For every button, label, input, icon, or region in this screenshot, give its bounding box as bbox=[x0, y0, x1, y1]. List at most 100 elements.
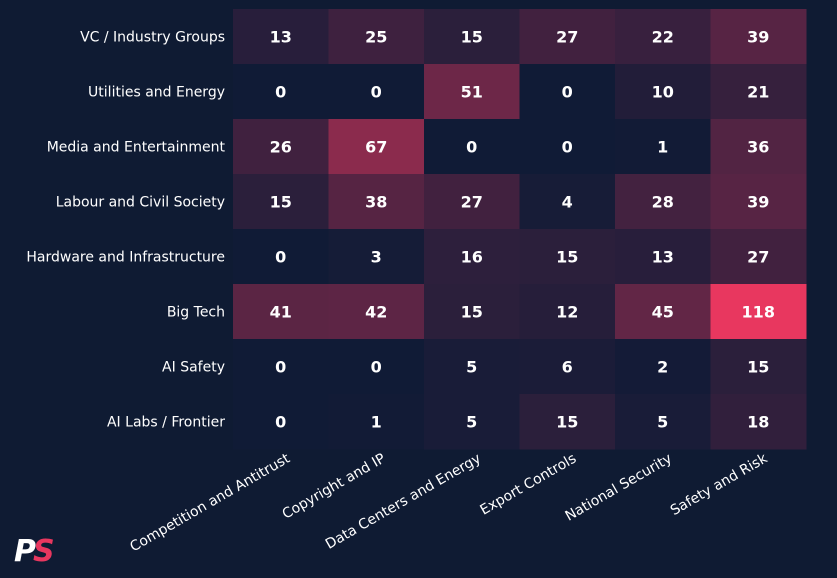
cell-value-label: 5 bbox=[466, 358, 477, 377]
cell-value-label: 2 bbox=[657, 358, 668, 377]
heatmap-cell bbox=[519, 119, 616, 175]
heatmap-cell bbox=[710, 339, 807, 395]
cell-value-label: 0 bbox=[371, 83, 382, 102]
cell-value-label: 16 bbox=[461, 248, 483, 267]
heatmap-cell bbox=[615, 174, 711, 230]
heatmap-cell bbox=[519, 339, 616, 395]
cell-value-label: 6 bbox=[562, 358, 573, 377]
cell-value-label: 15 bbox=[556, 413, 578, 432]
cell-value-label: 15 bbox=[461, 303, 483, 322]
heatmap-cell bbox=[424, 229, 520, 285]
cell-value-label: 38 bbox=[365, 193, 387, 212]
heatmap-cell bbox=[615, 339, 711, 395]
cell-value-label: 13 bbox=[270, 28, 292, 47]
heatmap-cell bbox=[710, 119, 807, 175]
cell-value-label: 10 bbox=[652, 83, 674, 102]
heatmap-cell bbox=[519, 9, 616, 65]
cell-value-label: 21 bbox=[747, 83, 769, 102]
heatmap-cell bbox=[519, 64, 616, 120]
cell-value-label: 67 bbox=[365, 138, 387, 157]
cell-value-label: 0 bbox=[562, 138, 573, 157]
heatmap-cell bbox=[710, 9, 807, 65]
heatmap-cell bbox=[233, 119, 329, 175]
row-label: VC / Industry Groups bbox=[80, 30, 225, 46]
row-label: AI Safety bbox=[162, 360, 225, 376]
column-label: Export Controls bbox=[478, 451, 580, 519]
row-label: Utilities and Energy bbox=[88, 85, 225, 101]
cell-value-label: 0 bbox=[275, 358, 286, 377]
cell-value-label: 27 bbox=[556, 28, 578, 47]
heatmap-cell bbox=[233, 339, 329, 395]
heatmap-cell bbox=[710, 394, 807, 450]
heatmap-cell bbox=[615, 9, 711, 65]
heatmap-cell bbox=[710, 174, 807, 230]
cell-value-label: 15 bbox=[556, 248, 578, 267]
cell-value-label: 27 bbox=[461, 193, 483, 212]
heatmap-cell bbox=[328, 174, 425, 230]
cell-value-label: 15 bbox=[270, 193, 292, 212]
heatmap-cell bbox=[710, 284, 807, 340]
cell-value-label: 39 bbox=[747, 193, 769, 212]
cell-value-label: 28 bbox=[652, 193, 674, 212]
heatmap-cell bbox=[328, 339, 425, 395]
cell-value-label: 0 bbox=[371, 358, 382, 377]
heatmap-cell bbox=[519, 229, 616, 285]
cell-value-label: 0 bbox=[466, 138, 477, 157]
column-label: Safety and Risk bbox=[668, 450, 771, 519]
cell-value-label: 13 bbox=[652, 248, 674, 267]
cell-value-label: 0 bbox=[562, 83, 573, 102]
cell-value-label: 27 bbox=[747, 248, 769, 267]
column-label: National Security bbox=[563, 451, 675, 525]
heatmap-cell bbox=[615, 394, 711, 450]
heatmap-cell bbox=[328, 9, 425, 65]
cell-value-label: 51 bbox=[461, 83, 483, 102]
heatmap-cell bbox=[233, 64, 329, 120]
cell-value-label: 1 bbox=[371, 413, 382, 432]
cell-value-label: 45 bbox=[652, 303, 674, 322]
cell-value-label: 18 bbox=[747, 413, 769, 432]
cell-value-label: 25 bbox=[365, 28, 387, 47]
cell-value-label: 41 bbox=[270, 303, 292, 322]
cell-value-label: 118 bbox=[742, 303, 775, 322]
heatmap-cell bbox=[615, 64, 711, 120]
heatmap-cell bbox=[328, 64, 425, 120]
cell-value-label: 1 bbox=[657, 138, 668, 157]
cell-value-label: 36 bbox=[747, 138, 769, 157]
column-label: Data Centers and Energy bbox=[323, 451, 484, 553]
heatmap-cell bbox=[519, 394, 616, 450]
heatmap-cell bbox=[328, 119, 425, 175]
heatmap-cell bbox=[233, 9, 329, 65]
heatmap-cell bbox=[233, 394, 329, 450]
heatmap-cell bbox=[519, 284, 616, 340]
heatmap-cell bbox=[233, 174, 329, 230]
cell-value-label: 0 bbox=[275, 413, 286, 432]
cell-value-label: 3 bbox=[371, 248, 382, 267]
heatmap-cell bbox=[424, 339, 520, 395]
heatmap-cell bbox=[615, 284, 711, 340]
heatmap-cell bbox=[233, 284, 329, 340]
heatmap-cell bbox=[424, 284, 520, 340]
row-label: Labour and Civil Society bbox=[56, 195, 225, 211]
cell-value-label: 42 bbox=[365, 303, 387, 322]
cell-value-label: 0 bbox=[275, 83, 286, 102]
heatmap-cell bbox=[615, 229, 711, 285]
row-label: Big Tech bbox=[167, 305, 225, 321]
heatmap-cell bbox=[328, 394, 425, 450]
cell-value-label: 15 bbox=[747, 358, 769, 377]
cell-value-label: 39 bbox=[747, 28, 769, 47]
heatmap-cell bbox=[424, 9, 520, 65]
heatmap-cell bbox=[519, 174, 616, 230]
cell-value-label: 12 bbox=[556, 303, 578, 322]
heatmap-cell bbox=[328, 229, 425, 285]
row-label: Hardware and Infrastructure bbox=[26, 250, 225, 266]
cell-value-label: 26 bbox=[270, 138, 292, 157]
cell-value-label: 5 bbox=[466, 413, 477, 432]
heatmap-cell bbox=[424, 119, 520, 175]
row-label: AI Labs / Frontier bbox=[107, 415, 225, 431]
heatmap-cell bbox=[233, 229, 329, 285]
cell-value-label: 4 bbox=[562, 193, 573, 212]
heatmap-cell bbox=[615, 119, 711, 175]
heatmap-cell bbox=[328, 284, 425, 340]
heatmap-cell bbox=[710, 229, 807, 285]
